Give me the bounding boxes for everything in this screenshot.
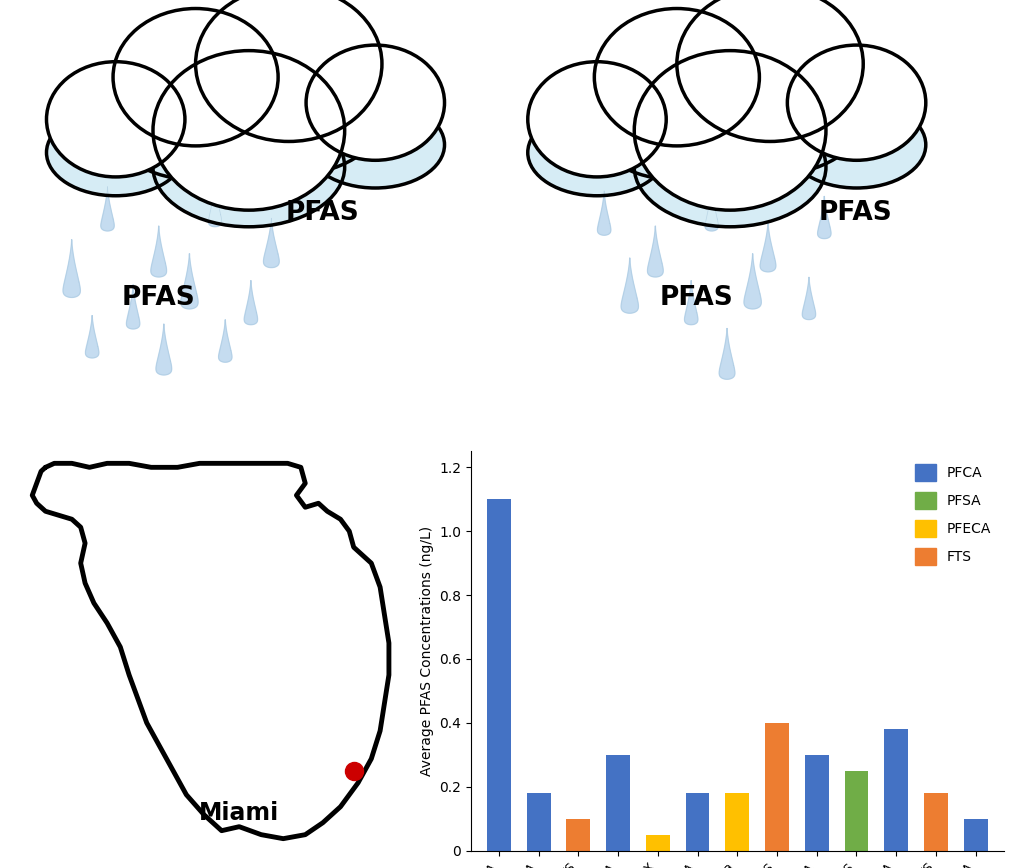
Bar xyxy=(487,499,511,851)
Ellipse shape xyxy=(46,109,185,196)
Ellipse shape xyxy=(787,45,926,161)
Polygon shape xyxy=(208,182,222,227)
Ellipse shape xyxy=(46,62,185,177)
Text: PFAS: PFAS xyxy=(659,286,733,312)
Bar xyxy=(964,819,987,851)
Bar xyxy=(686,793,710,851)
Polygon shape xyxy=(705,187,719,231)
Ellipse shape xyxy=(306,102,444,188)
Ellipse shape xyxy=(677,59,863,175)
Ellipse shape xyxy=(153,107,345,227)
Polygon shape xyxy=(181,253,198,309)
Ellipse shape xyxy=(196,0,382,141)
Polygon shape xyxy=(244,280,258,325)
Ellipse shape xyxy=(527,62,667,177)
Polygon shape xyxy=(100,187,115,231)
Bar xyxy=(646,835,670,851)
Polygon shape xyxy=(85,315,99,358)
Ellipse shape xyxy=(634,107,826,227)
Bar xyxy=(885,729,908,851)
Text: PFAS: PFAS xyxy=(122,286,196,312)
Bar xyxy=(606,755,630,851)
Text: PFAS: PFAS xyxy=(818,200,892,226)
Ellipse shape xyxy=(113,9,279,146)
Polygon shape xyxy=(744,253,761,309)
Ellipse shape xyxy=(594,9,760,146)
Ellipse shape xyxy=(787,102,926,188)
Polygon shape xyxy=(647,226,664,277)
Bar xyxy=(845,771,868,851)
Ellipse shape xyxy=(153,50,345,210)
Polygon shape xyxy=(156,324,172,375)
Bar xyxy=(725,793,750,851)
Ellipse shape xyxy=(196,59,382,175)
Polygon shape xyxy=(126,285,140,329)
Ellipse shape xyxy=(677,0,863,141)
Bar xyxy=(566,819,590,851)
Polygon shape xyxy=(802,277,816,319)
Ellipse shape xyxy=(594,76,760,180)
Y-axis label: Average PFAS Concentrations (ng/L): Average PFAS Concentrations (ng/L) xyxy=(420,526,434,776)
Legend: PFCA, PFSA, PFECA, FTS: PFCA, PFSA, PFECA, FTS xyxy=(909,458,996,570)
Polygon shape xyxy=(622,258,638,313)
Bar xyxy=(805,755,828,851)
Text: Miami: Miami xyxy=(199,800,280,825)
Ellipse shape xyxy=(634,50,826,210)
Polygon shape xyxy=(63,240,80,298)
Ellipse shape xyxy=(113,76,279,180)
Polygon shape xyxy=(597,191,611,235)
Ellipse shape xyxy=(527,109,667,196)
Polygon shape xyxy=(719,328,735,379)
Ellipse shape xyxy=(306,45,444,161)
Bar xyxy=(765,723,788,851)
Polygon shape xyxy=(151,226,167,277)
Polygon shape xyxy=(218,319,232,362)
Bar xyxy=(924,793,948,851)
Polygon shape xyxy=(760,222,776,272)
Bar xyxy=(526,793,551,851)
Polygon shape xyxy=(817,196,831,239)
Polygon shape xyxy=(684,280,698,325)
Polygon shape xyxy=(263,218,280,267)
Text: PFAS: PFAS xyxy=(286,200,359,226)
